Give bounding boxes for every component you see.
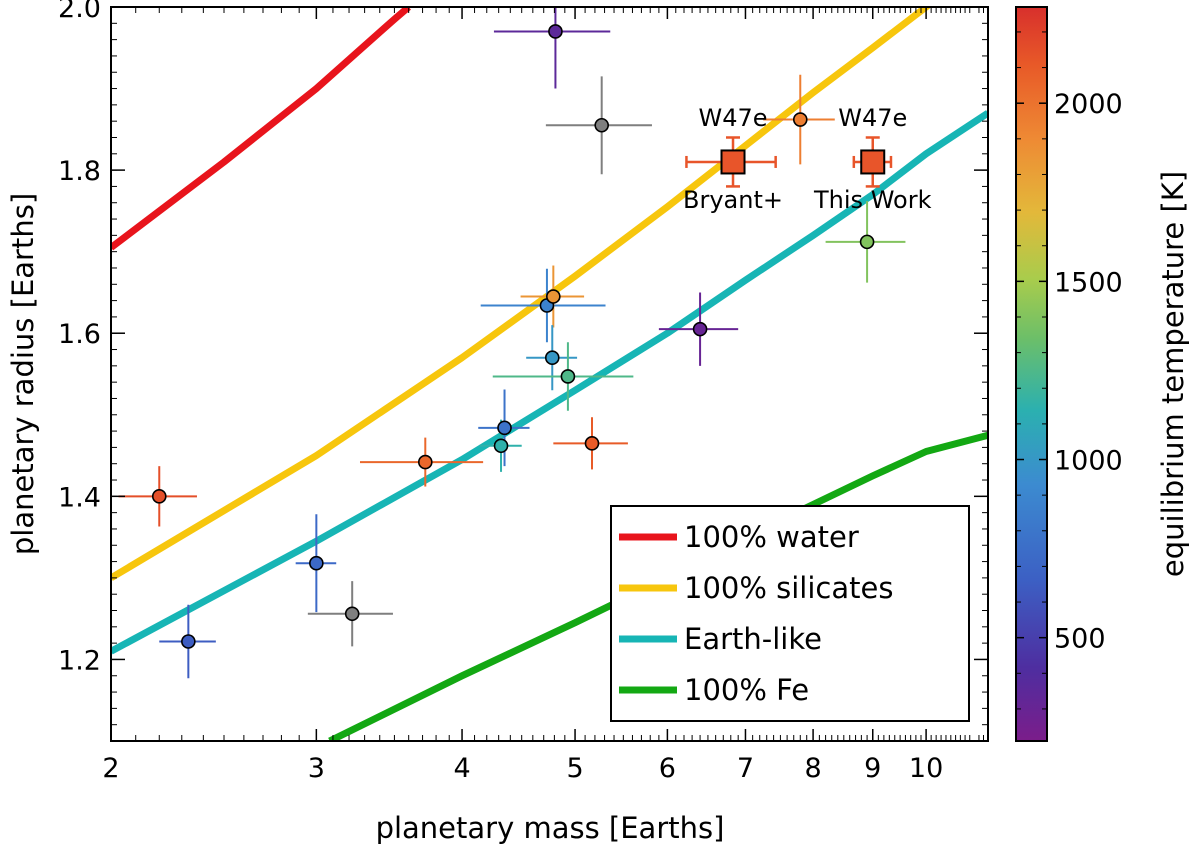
colorbar: 500 1000 1500 2000 — [1015, 6, 1123, 742]
x-axis-label: planetary mass [Earths] — [376, 811, 725, 845]
legend-entry-label: 100% silicates — [684, 571, 893, 605]
x-tick-label: 4 — [453, 753, 470, 784]
data-point — [548, 24, 563, 39]
x-tick-label: 10 — [909, 753, 943, 784]
data-point — [417, 454, 433, 470]
colorbar-tick-label: 1500 — [1054, 267, 1123, 298]
data-point — [151, 489, 167, 504]
y-tick-label: 1.2 — [58, 645, 101, 676]
x-tick-label: 3 — [308, 753, 325, 784]
data-point — [560, 369, 576, 384]
highlight-note: This Work — [813, 186, 932, 214]
colorbar-tick-label: 500 — [1054, 624, 1106, 655]
y-tick-label: 1.6 — [58, 319, 101, 350]
y-tick-label: 2.0 — [58, 0, 101, 24]
curve-earth-like — [111, 110, 988, 655]
colorbar-label: equilibrium temperature [K] — [1156, 171, 1190, 577]
colorbar-tick-label: 1000 — [1054, 446, 1123, 477]
x-tick-label: 9 — [864, 753, 881, 784]
highlight-note: Bryant+ — [683, 186, 783, 214]
data-point — [546, 289, 561, 304]
highlight-marker — [860, 149, 886, 175]
x-tick-label: 2 — [102, 753, 119, 784]
data-point — [859, 234, 875, 250]
highlight-marker — [720, 149, 746, 175]
y-axis-label: planetary radius [Earths] — [6, 193, 40, 555]
x-tick-label: 5 — [566, 753, 583, 784]
x-tick-label: 7 — [737, 753, 754, 784]
data-point — [584, 436, 600, 451]
data-point — [497, 420, 512, 436]
data-point — [309, 555, 324, 571]
highlight-label: W47e — [838, 104, 907, 132]
highlight-label: W47e — [698, 104, 767, 132]
data-point — [792, 112, 808, 127]
highlighted-points: W47e Bryant+ W47e This Work — [683, 104, 932, 214]
legend-box — [610, 505, 970, 722]
data-point — [692, 321, 708, 337]
plot-frame — [110, 6, 989, 742]
curve-100-water — [111, 7, 411, 251]
data-point — [181, 634, 196, 649]
legend-entry-label: 100% water — [684, 520, 859, 554]
data-point — [344, 606, 360, 622]
y-tick-label: 1.4 — [58, 482, 101, 513]
legend-entry-label: Earth-like — [684, 622, 822, 656]
axis-ticks: 2 3 4 5 6 7 8 9 10 1.2 1.4 1.6 1.8 2.0 — [58, 0, 989, 784]
data-point — [544, 350, 560, 365]
y-tick-label: 1.8 — [58, 156, 101, 187]
colorbar-bar — [1015, 6, 1048, 742]
data-point — [594, 117, 609, 133]
x-tick-label: 6 — [659, 753, 676, 784]
curve-100-silicates — [111, 7, 932, 581]
data-point — [493, 438, 509, 454]
data-points — [151, 24, 875, 649]
x-tick-label: 8 — [804, 753, 821, 784]
colorbar-tick-label: 2000 — [1054, 89, 1123, 120]
legend: 100% water 100% silicates Earth-like 100% F… — [610, 505, 970, 722]
legend-entry-label: 100% Fe — [684, 673, 809, 707]
